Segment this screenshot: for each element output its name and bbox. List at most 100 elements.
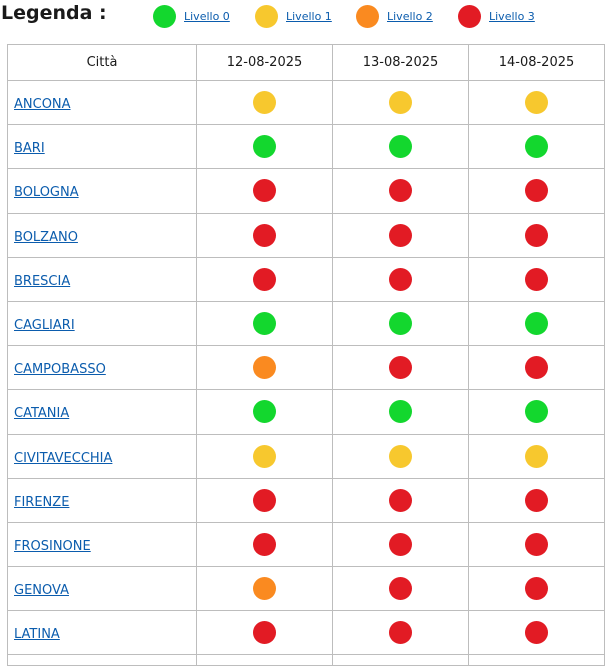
table-row: BARI [7,124,605,170]
red-dot-icon [525,179,548,203]
city-cell: ANCONA [7,79,197,126]
red-dot-icon [253,223,276,247]
city-link[interactable]: CIVITAVECCHIA [14,450,113,466]
level-cell-date-3 [468,168,605,214]
city-cell: CAMPOBASSO [7,345,197,391]
green-dot-icon [525,312,548,336]
legend-link-livello-0[interactable]: Livello 0 [184,9,230,23]
table-row: FROSINONE [7,521,605,568]
city-link[interactable]: CAMPOBASSO [14,362,106,378]
level-cell-date-2 [332,610,469,656]
city-link[interactable]: BOLOGNA [14,185,79,201]
table-header-row: Città 12-08-2025 13-08-2025 14-08-2025 [7,44,605,81]
table-row-partial [7,654,605,666]
table-row: CIVITAVECCHIA [7,433,605,479]
green-dot-icon [389,312,412,336]
table-row: GENOVA [7,566,605,612]
red-dot-icon [525,621,548,645]
legend: Legenda : Livello 0 Livello 1 Livello 2 … [0,0,606,34]
table-body: ANCONA BARI BOLOGNA BOLZANO BRESCIA CAGLIARI C… [7,79,605,666]
green-dot-icon [153,4,176,28]
legend-link-livello-3[interactable]: Livello 3 [489,9,535,23]
table-row: FIRENZE [7,477,605,523]
red-dot-icon [389,179,412,203]
city-cell: CIVITAVECCHIA [7,433,197,479]
level-cell-date-3 [468,345,605,391]
orange-dot-icon [253,356,276,380]
level-cell-date-1 [196,168,333,214]
red-dot-icon [525,577,548,601]
heat-level-table-container: Città 12-08-2025 13-08-2025 14-08-2025 A… [7,44,605,666]
legend-link-livello-2[interactable]: Livello 2 [387,9,433,23]
level-cell-date-1 [196,124,333,170]
green-dot-icon [253,400,276,424]
table-row: CAMPOBASSO [7,345,605,391]
city-cell: BOLZANO [7,212,197,258]
level-cell-date-2 [332,168,469,214]
city-cell: LATINA [7,610,197,656]
red-dot-icon [389,488,412,512]
empty-cell [332,654,469,666]
city-cell: FROSINONE [7,521,197,568]
legend-item-livello-1: Livello 1 [255,4,332,28]
level-cell-date-1 [196,256,333,302]
empty-cell [7,654,197,666]
yellow-dot-icon [253,91,276,115]
red-dot-icon [389,621,412,645]
column-header-date-3: 14-08-2025 [468,44,605,81]
level-cell-date-3 [468,79,605,126]
yellow-dot-icon [253,444,276,468]
table-row: BOLZANO [7,212,605,258]
level-cell-date-2 [332,521,469,568]
red-dot-icon [389,223,412,247]
yellow-dot-icon [525,444,548,468]
table-row: CATANIA [7,389,605,435]
level-cell-date-1 [196,79,333,126]
red-dot-icon [458,4,481,28]
green-dot-icon [525,135,548,159]
red-dot-icon [389,532,412,556]
level-cell-date-3 [468,389,605,435]
city-cell: CAGLIARI [7,300,197,347]
red-dot-icon [525,223,548,247]
city-link[interactable]: LATINA [14,627,60,643]
city-link[interactable]: ANCONA [14,97,71,113]
level-cell-date-3 [468,433,605,479]
city-link[interactable]: GENOVA [14,583,69,599]
level-cell-date-3 [468,300,605,347]
city-link[interactable]: BARI [14,141,45,157]
red-dot-icon [525,267,548,291]
level-cell-date-2 [332,300,469,347]
level-cell-date-2 [332,433,469,479]
level-cell-date-3 [468,124,605,170]
level-cell-date-3 [468,212,605,258]
level-cell-date-1 [196,566,333,612]
city-link[interactable]: BOLZANO [14,229,78,245]
yellow-dot-icon [255,4,278,28]
city-cell: BRESCIA [7,256,197,302]
green-dot-icon [389,135,412,159]
red-dot-icon [525,532,548,556]
orange-dot-icon [253,577,276,601]
level-cell-date-1 [196,610,333,656]
city-link[interactable]: FIRENZE [14,494,70,510]
level-cell-date-3 [468,610,605,656]
column-header-city: Città [7,44,197,81]
level-cell-date-2 [332,124,469,170]
level-cell-date-2 [332,345,469,391]
city-link[interactable]: CATANIA [14,406,70,422]
green-dot-icon [253,135,276,159]
table-row: LATINA [7,610,605,656]
orange-dot-icon [356,4,379,28]
legend-link-livello-1[interactable]: Livello 1 [286,9,332,23]
city-cell: FIRENZE [7,477,197,523]
city-link[interactable]: CAGLIARI [14,318,75,334]
heat-level-table: Città 12-08-2025 13-08-2025 14-08-2025 A… [7,44,605,666]
city-link[interactable]: FROSINONE [14,538,91,554]
red-dot-icon [253,267,276,291]
table-row: BRESCIA [7,256,605,302]
column-header-date-2: 13-08-2025 [332,44,469,81]
red-dot-icon [253,179,276,203]
city-link[interactable]: BRESCIA [14,273,71,289]
level-cell-date-1 [196,345,333,391]
